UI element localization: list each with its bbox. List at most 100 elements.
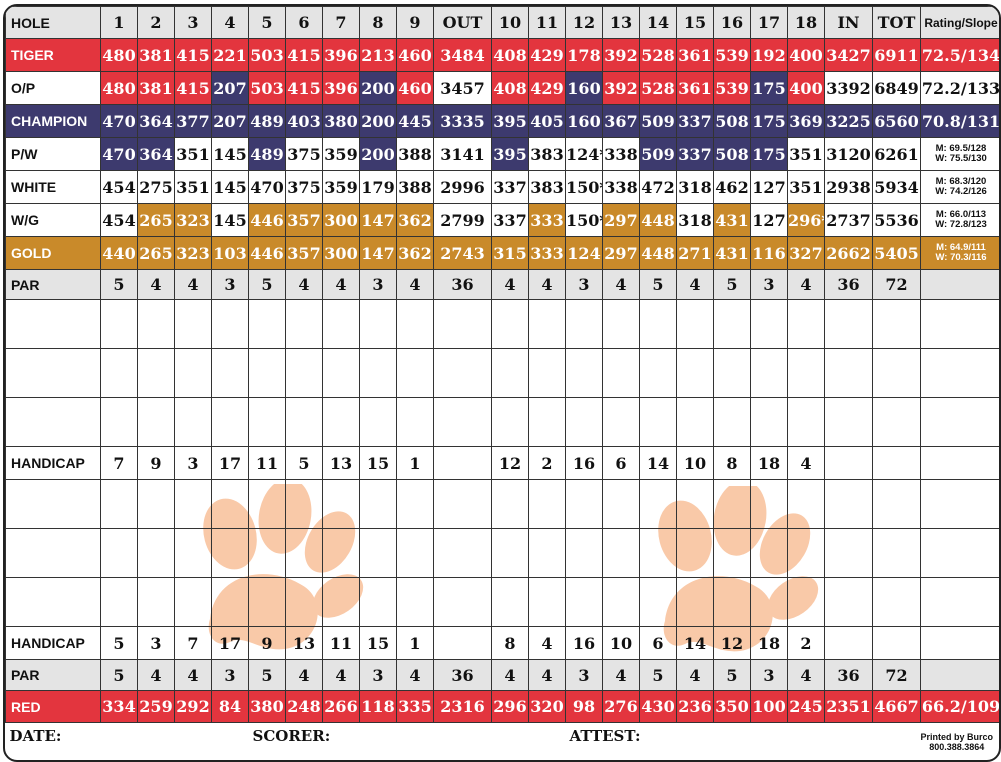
score-cell[interactable] <box>713 528 751 578</box>
score-cell[interactable] <box>359 479 397 529</box>
score-cell[interactable] <box>872 577 921 627</box>
score-cell[interactable] <box>639 397 677 447</box>
score-cell[interactable] <box>528 528 566 578</box>
score-cell[interactable] <box>100 299 138 349</box>
score-cell[interactable] <box>322 577 360 627</box>
score-cell[interactable] <box>565 348 603 398</box>
score-cell[interactable] <box>824 577 873 627</box>
score-cell[interactable] <box>211 528 249 578</box>
score-cell[interactable] <box>787 577 825 627</box>
score-cell[interactable] <box>920 348 999 398</box>
score-cell[interactable] <box>137 299 175 349</box>
score-cell[interactable] <box>565 397 603 447</box>
score-cell[interactable] <box>137 397 175 447</box>
score-cell[interactable] <box>787 299 825 349</box>
score-cell[interactable] <box>491 479 529 529</box>
score-cell[interactable] <box>100 577 138 627</box>
score-cell[interactable] <box>396 397 434 447</box>
score-cell[interactable] <box>713 479 751 529</box>
score-cell[interactable] <box>396 348 434 398</box>
score-cell[interactable] <box>528 577 566 627</box>
score-cell[interactable] <box>602 528 640 578</box>
score-cell[interactable] <box>491 528 529 578</box>
score-cell[interactable] <box>433 577 492 627</box>
score-cell[interactable] <box>750 397 788 447</box>
score-cell[interactable] <box>248 348 286 398</box>
score-cell[interactable] <box>5 299 101 349</box>
score-cell[interactable] <box>100 397 138 447</box>
score-cell[interactable] <box>750 479 788 529</box>
score-cell[interactable] <box>872 397 921 447</box>
score-cell[interactable] <box>396 577 434 627</box>
score-cell[interactable] <box>285 299 323 349</box>
score-cell[interactable] <box>433 348 492 398</box>
score-cell[interactable] <box>5 348 101 398</box>
score-cell[interactable] <box>491 299 529 349</box>
score-cell[interactable] <box>787 348 825 398</box>
score-cell[interactable] <box>528 348 566 398</box>
score-cell[interactable] <box>359 528 397 578</box>
score-cell[interactable] <box>920 528 999 578</box>
score-cell[interactable] <box>322 479 360 529</box>
score-cell[interactable] <box>639 528 677 578</box>
score-cell[interactable] <box>824 528 873 578</box>
score-cell[interactable] <box>750 577 788 627</box>
score-cell[interactable] <box>824 299 873 349</box>
score-cell[interactable] <box>602 577 640 627</box>
score-cell[interactable] <box>565 577 603 627</box>
score-cell[interactable] <box>285 528 323 578</box>
score-cell[interactable] <box>248 577 286 627</box>
score-cell[interactable] <box>565 528 603 578</box>
score-cell[interactable] <box>602 348 640 398</box>
score-cell[interactable] <box>639 299 677 349</box>
score-cell[interactable] <box>396 299 434 349</box>
score-cell[interactable] <box>248 397 286 447</box>
score-cell[interactable] <box>211 479 249 529</box>
score-cell[interactable] <box>322 397 360 447</box>
score-cell[interactable] <box>872 479 921 529</box>
score-cell[interactable] <box>676 577 714 627</box>
score-cell[interactable] <box>174 299 212 349</box>
score-cell[interactable] <box>872 299 921 349</box>
score-cell[interactable] <box>248 528 286 578</box>
score-cell[interactable] <box>248 299 286 349</box>
score-cell[interactable] <box>713 348 751 398</box>
score-cell[interactable] <box>359 577 397 627</box>
score-cell[interactable] <box>211 397 249 447</box>
score-cell[interactable] <box>174 577 212 627</box>
score-cell[interactable] <box>676 348 714 398</box>
score-cell[interactable] <box>824 397 873 447</box>
score-cell[interactable] <box>676 299 714 349</box>
score-cell[interactable] <box>676 479 714 529</box>
score-cell[interactable] <box>433 528 492 578</box>
score-cell[interactable] <box>100 479 138 529</box>
score-cell[interactable] <box>750 528 788 578</box>
score-cell[interactable] <box>5 397 101 447</box>
score-cell[interactable] <box>787 479 825 529</box>
score-cell[interactable] <box>100 348 138 398</box>
score-cell[interactable] <box>713 577 751 627</box>
score-cell[interactable] <box>639 479 677 529</box>
score-cell[interactable] <box>528 299 566 349</box>
score-cell[interactable] <box>602 397 640 447</box>
score-cell[interactable] <box>602 299 640 349</box>
score-cell[interactable] <box>750 348 788 398</box>
score-cell[interactable] <box>750 299 788 349</box>
score-cell[interactable] <box>248 479 286 529</box>
score-cell[interactable] <box>211 577 249 627</box>
score-cell[interactable] <box>174 397 212 447</box>
score-cell[interactable] <box>565 479 603 529</box>
score-cell[interactable] <box>322 348 360 398</box>
score-cell[interactable] <box>491 397 529 447</box>
score-cell[interactable] <box>491 577 529 627</box>
score-cell[interactable] <box>824 479 873 529</box>
score-cell[interactable] <box>920 479 999 529</box>
score-cell[interactable] <box>285 348 323 398</box>
score-cell[interactable] <box>211 299 249 349</box>
score-cell[interactable] <box>787 397 825 447</box>
score-cell[interactable] <box>137 577 175 627</box>
score-cell[interactable] <box>285 397 323 447</box>
score-cell[interactable] <box>359 348 397 398</box>
score-cell[interactable] <box>137 348 175 398</box>
score-cell[interactable] <box>528 397 566 447</box>
